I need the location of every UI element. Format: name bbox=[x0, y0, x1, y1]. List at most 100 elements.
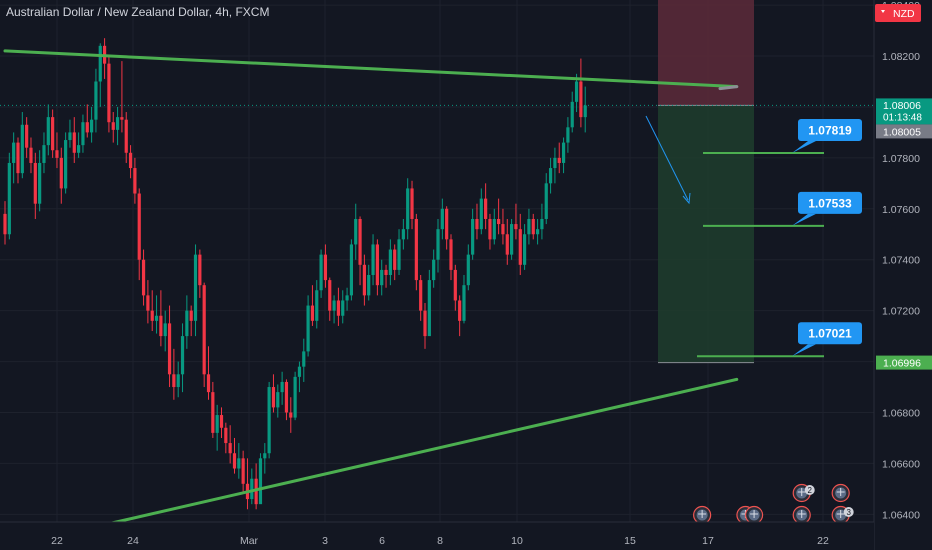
time-tick-label: 22 bbox=[817, 535, 829, 547]
projection-arrow bbox=[645, 115, 689, 201]
last-price-tag bbox=[876, 98, 932, 125]
candle-body bbox=[107, 63, 111, 123]
time-tick-label: 24 bbox=[127, 535, 139, 547]
candle-body bbox=[228, 443, 232, 454]
candle-body bbox=[362, 264, 366, 296]
candle-body bbox=[531, 218, 535, 235]
event-flag-cross bbox=[797, 510, 806, 518]
candle-body bbox=[293, 376, 297, 418]
candle-body bbox=[12, 142, 16, 163]
candle-body bbox=[561, 142, 566, 163]
candle-body bbox=[98, 45, 102, 82]
candle-body bbox=[289, 412, 293, 418]
candle-body bbox=[341, 300, 345, 316]
candle-body bbox=[319, 254, 323, 291]
target-callout-label: 1.07819 bbox=[808, 124, 852, 138]
candle-body bbox=[501, 224, 505, 235]
candle-body bbox=[51, 117, 55, 151]
candle-body bbox=[128, 152, 133, 169]
last-price-value: 1.08006 bbox=[883, 100, 921, 112]
candle-body bbox=[484, 198, 488, 219]
candle-body bbox=[55, 150, 59, 158]
candle-body bbox=[250, 478, 254, 500]
event-count: 3 bbox=[846, 508, 851, 517]
target-callout bbox=[798, 119, 862, 142]
target-callout-pointer bbox=[792, 344, 816, 357]
candle-body bbox=[115, 117, 120, 130]
candle-body bbox=[427, 280, 431, 337]
candle-body bbox=[224, 427, 228, 444]
economic-event-icon bbox=[693, 505, 712, 525]
candle-body bbox=[111, 122, 115, 130]
currency-badge-chevron-icon bbox=[881, 10, 885, 13]
candle-body bbox=[397, 239, 401, 270]
candle-body bbox=[566, 127, 570, 143]
candle-body bbox=[510, 224, 514, 255]
candle-body bbox=[29, 147, 33, 163]
candle-body bbox=[358, 218, 362, 265]
price-tick-label: 1.07200 bbox=[882, 306, 920, 318]
candle-body bbox=[410, 188, 414, 219]
candle-body bbox=[202, 285, 206, 375]
candle-body bbox=[141, 259, 146, 296]
target-callout-pointer bbox=[792, 141, 816, 154]
candle-body bbox=[432, 259, 436, 281]
time-tick-label: Mar bbox=[240, 535, 259, 547]
candle-body bbox=[306, 305, 310, 352]
candle-body bbox=[354, 218, 358, 245]
candle-body bbox=[375, 244, 379, 286]
candle-body bbox=[336, 300, 341, 316]
candle-body bbox=[462, 285, 466, 321]
candle-body bbox=[535, 229, 540, 235]
economic-event-icon bbox=[831, 483, 850, 503]
currency-badge bbox=[875, 4, 921, 22]
candle-body bbox=[310, 305, 315, 321]
candle-body bbox=[77, 145, 81, 153]
economic-event-icon: 2 bbox=[792, 483, 815, 503]
candle-body bbox=[232, 453, 237, 469]
candle-body bbox=[68, 132, 72, 141]
candle-body bbox=[445, 208, 449, 240]
economic-event-icon: 3 bbox=[831, 505, 854, 525]
price-axis-background bbox=[874, 0, 932, 550]
candle-body bbox=[297, 366, 302, 377]
candle-body bbox=[172, 374, 176, 388]
candle-body bbox=[548, 168, 553, 184]
candle-body bbox=[154, 315, 159, 321]
candle-body bbox=[540, 218, 544, 230]
target-callout-label: 1.07021 bbox=[808, 327, 852, 341]
price-tick-label: 1.06800 bbox=[882, 408, 920, 420]
candle-body bbox=[42, 145, 46, 163]
time-tick-label: 17 bbox=[702, 535, 714, 547]
candle-body bbox=[406, 188, 410, 230]
candle-body bbox=[345, 295, 349, 301]
time-tick-label: 15 bbox=[624, 535, 636, 547]
candle-body bbox=[466, 254, 470, 286]
currency-badge-label: NZD bbox=[893, 8, 915, 20]
price-tick-label: 1.06600 bbox=[882, 458, 920, 470]
candle-body bbox=[81, 122, 85, 146]
candle-body bbox=[440, 208, 444, 230]
time-tick-label: 6 bbox=[379, 535, 385, 547]
candle-body bbox=[280, 381, 284, 393]
candle-body bbox=[475, 218, 479, 230]
candle-body bbox=[458, 300, 462, 321]
time-tick-label: 10 bbox=[511, 535, 523, 547]
target-callout-label: 1.07533 bbox=[808, 196, 852, 210]
candle-body bbox=[167, 323, 172, 375]
target-callout-pointer bbox=[792, 213, 816, 226]
event-flag-cross bbox=[698, 510, 707, 518]
event-count-badge bbox=[804, 485, 815, 495]
position-zones bbox=[0, 0, 874, 364]
candle-body bbox=[46, 117, 50, 146]
candle-body bbox=[72, 132, 76, 153]
target-callout bbox=[798, 191, 862, 214]
candle-body bbox=[215, 415, 219, 433]
price-tick-label: 1.07800 bbox=[882, 153, 920, 165]
candle-body bbox=[16, 142, 20, 174]
candle-body bbox=[414, 218, 418, 281]
candle-body bbox=[211, 392, 215, 433]
candle-body bbox=[453, 269, 457, 301]
